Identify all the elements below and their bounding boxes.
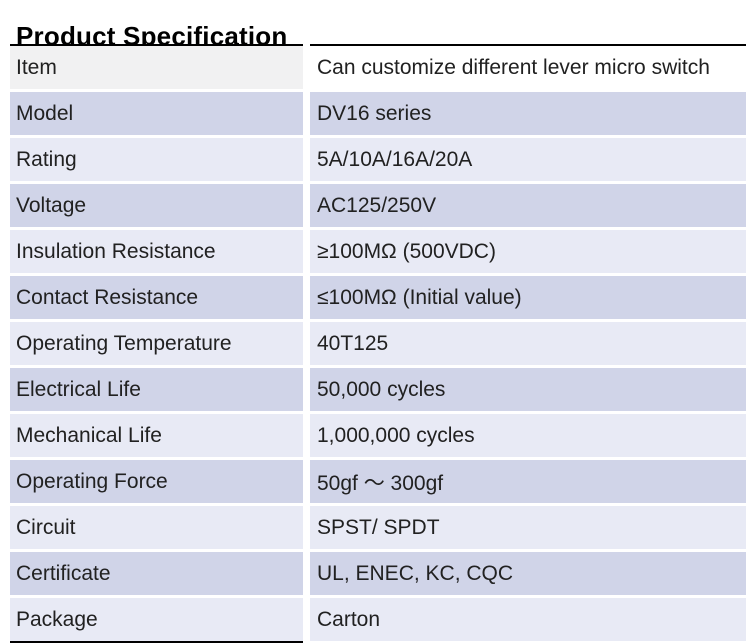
spec-value: ≥100MΩ (500VDC) <box>310 230 746 273</box>
spec-label: Model <box>10 92 303 135</box>
product-spec-table: Item Can customize different lever micro … <box>10 44 746 643</box>
table-row: Voltage AC125/250V <box>10 184 746 227</box>
spec-value: DV16 series <box>310 92 746 135</box>
table-row: Mechanical Life 1,000,000 cycles <box>10 414 746 457</box>
spec-value: 50,000 cycles <box>310 368 746 411</box>
spec-label: Voltage <box>10 184 303 227</box>
spec-label: Item <box>10 44 303 89</box>
table-row: Insulation Resistance ≥100MΩ (500VDC) <box>10 230 746 273</box>
spec-value: 5A/10A/16A/20A <box>310 138 746 181</box>
table-row: Package Carton <box>10 598 746 643</box>
spec-label: Certificate <box>10 552 303 595</box>
table-row: Certificate UL, ENEC, KC, CQC <box>10 552 746 595</box>
spec-label: Mechanical Life <box>10 414 303 457</box>
spec-value: Can customize different lever micro swit… <box>310 44 746 89</box>
table-row: Contact Resistance ≤100MΩ (Initial value) <box>10 276 746 319</box>
spec-label: Circuit <box>10 506 303 549</box>
spec-label: Insulation Resistance <box>10 230 303 273</box>
table-row: Operating Temperature 40T125 <box>10 322 746 365</box>
spec-value: 50gf ～ 300gf <box>310 460 746 503</box>
table-row: Circuit SPST/ SPDT <box>10 506 746 549</box>
table-row: Operating Force 50gf ～ 300gf <box>10 460 746 503</box>
table-row: Item Can customize different lever micro … <box>10 44 746 89</box>
spec-value: ≤100MΩ (Initial value) <box>310 276 746 319</box>
spec-value: 1,000,000 cycles <box>310 414 746 457</box>
spec-value: UL, ENEC, KC, CQC <box>310 552 746 595</box>
table-row: Rating 5A/10A/16A/20A <box>10 138 746 181</box>
spec-value: Carton <box>310 598 746 641</box>
spec-label: Package <box>10 598 303 643</box>
spec-label: Contact Resistance <box>10 276 303 319</box>
spec-label: Operating Temperature <box>10 322 303 365</box>
table-row: Electrical Life 50,000 cycles <box>10 368 746 411</box>
spec-label: Operating Force <box>10 460 303 503</box>
spec-label: Rating <box>10 138 303 181</box>
spec-value: AC125/250V <box>310 184 746 227</box>
table-row: Model DV16 series <box>10 92 746 135</box>
spec-value: 40T125 <box>310 322 746 365</box>
spec-label: Electrical Life <box>10 368 303 411</box>
spec-value: SPST/ SPDT <box>310 506 746 549</box>
